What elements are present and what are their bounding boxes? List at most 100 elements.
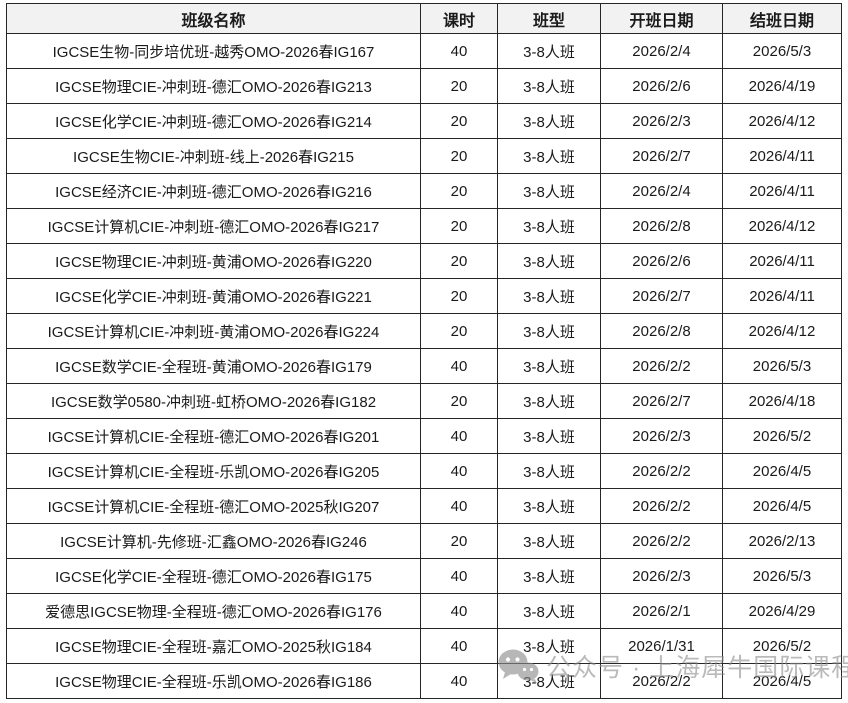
cell-class-type: 3-8人班 [497, 138, 601, 174]
table-body: IGCSE生物-同步培优班-越秀OMO-2026春IG167 40 3-8人班 … [6, 33, 842, 699]
table-row: IGCSE物理CIE-冲刺班-德汇OMO-2026春IG213 20 3-8人班… [6, 68, 842, 104]
cell-hours: 20 [420, 243, 498, 279]
cell-class-name: IGCSE化学CIE-冲刺班-德汇OMO-2026春IG214 [6, 103, 421, 139]
cell-class-type: 3-8人班 [497, 68, 601, 104]
table-row: IGCSE计算机CIE-冲刺班-德汇OMO-2026春IG217 20 3-8人… [6, 208, 842, 244]
table-row: IGCSE数学CIE-全程班-黄浦OMO-2026春IG179 40 3-8人班… [6, 348, 842, 384]
cell-class-type: 3-8人班 [497, 418, 601, 454]
cell-end-date: 2026/4/11 [722, 138, 842, 174]
header-row: 班级名称 课时 班型 开班日期 结班日期 [6, 3, 842, 34]
cell-class-name: IGCSE生物CIE-冲刺班-线上-2026春IG215 [6, 138, 421, 174]
cell-class-name: IGCSE化学CIE-冲刺班-黄浦OMO-2026春IG221 [6, 278, 421, 314]
cell-class-name: IGCSE计算机CIE-全程班-德汇OMO-2025秋IG207 [6, 488, 421, 524]
cell-start-date: 2026/2/7 [600, 278, 723, 314]
table-row: IGCSE计算机CIE-全程班-德汇OMO-2025秋IG207 40 3-8人… [6, 488, 842, 524]
cell-class-name: IGCSE经济CIE-冲刺班-德汇OMO-2026春IG216 [6, 173, 421, 209]
cell-class-name: IGCSE计算机CIE-全程班-德汇OMO-2026春IG201 [6, 418, 421, 454]
cell-start-date: 2026/2/3 [600, 103, 723, 139]
cell-class-name: IGCSE数学CIE-全程班-黄浦OMO-2026春IG179 [6, 348, 421, 384]
cell-start-date: 2026/2/6 [600, 243, 723, 279]
cell-hours: 20 [420, 313, 498, 349]
cell-class-type: 3-8人班 [497, 523, 601, 559]
cell-class-type: 3-8人班 [497, 103, 601, 139]
cell-hours: 20 [420, 138, 498, 174]
cell-start-date: 2026/2/2 [600, 523, 723, 559]
cell-start-date: 2026/2/1 [600, 593, 723, 629]
cell-class-name: IGCSE数学0580-冲刺班-虹桥OMO-2026春IG182 [6, 383, 421, 419]
cell-class-name: IGCSE物理CIE-全程班-嘉汇OMO-2025秋IG184 [6, 628, 421, 664]
cell-end-date: 2026/4/11 [722, 243, 842, 279]
cell-end-date: 2026/4/18 [722, 383, 842, 419]
cell-hours: 20 [420, 68, 498, 104]
cell-hours: 40 [420, 453, 498, 489]
cell-class-name: IGCSE生物-同步培优班-越秀OMO-2026春IG167 [6, 33, 421, 69]
cell-end-date: 2026/4/29 [722, 593, 842, 629]
cell-hours: 20 [420, 103, 498, 139]
cell-hours: 40 [420, 418, 498, 454]
cell-class-name: IGCSE物理CIE-冲刺班-黄浦OMO-2026春IG220 [6, 243, 421, 279]
cell-class-type: 3-8人班 [497, 173, 601, 209]
cell-class-name: IGCSE计算机-先修班-汇鑫OMO-2026春IG246 [6, 523, 421, 559]
cell-class-name: IGCSE计算机CIE-冲刺班-德汇OMO-2026春IG217 [6, 208, 421, 244]
cell-hours: 40 [420, 558, 498, 594]
cell-end-date: 2026/4/5 [722, 453, 842, 489]
cell-hours: 40 [420, 488, 498, 524]
cell-start-date: 2026/2/6 [600, 68, 723, 104]
cell-class-name: IGCSE物理CIE-全程班-乐凯OMO-2026春IG186 [6, 663, 421, 699]
cell-end-date: 2026/4/5 [722, 488, 842, 524]
cell-end-date: 2026/5/3 [722, 33, 842, 69]
cell-hours: 40 [420, 593, 498, 629]
table-row: IGCSE物理CIE-冲刺班-黄浦OMO-2026春IG220 20 3-8人班… [6, 243, 842, 279]
cell-hours: 20 [420, 173, 498, 209]
cell-class-name: IGCSE计算机CIE-全程班-乐凯OMO-2026春IG205 [6, 453, 421, 489]
table-row: IGCSE计算机CIE-冲刺班-黄浦OMO-2026春IG224 20 3-8人… [6, 313, 842, 349]
cell-hours: 20 [420, 383, 498, 419]
table-row: IGCSE生物-同步培优班-越秀OMO-2026春IG167 40 3-8人班 … [6, 33, 842, 69]
cell-class-type: 3-8人班 [497, 663, 601, 699]
col-header-hours: 课时 [420, 3, 498, 34]
table-row: IGCSE化学CIE-冲刺班-黄浦OMO-2026春IG221 20 3-8人班… [6, 278, 842, 314]
col-header-start-date: 开班日期 [600, 3, 723, 34]
cell-end-date: 2026/4/11 [722, 173, 842, 209]
cell-end-date: 2026/4/12 [722, 103, 842, 139]
cell-end-date: 2026/5/3 [722, 558, 842, 594]
cell-class-type: 3-8人班 [497, 348, 601, 384]
cell-class-type: 3-8人班 [497, 33, 601, 69]
cell-end-date: 2026/5/2 [722, 628, 842, 664]
col-header-class-name: 班级名称 [6, 3, 421, 34]
table-row: IGCSE计算机-先修班-汇鑫OMO-2026春IG246 20 3-8人班 2… [6, 523, 842, 559]
cell-class-name: IGCSE物理CIE-冲刺班-德汇OMO-2026春IG213 [6, 68, 421, 104]
table-row: IGCSE计算机CIE-全程班-德汇OMO-2026春IG201 40 3-8人… [6, 418, 842, 454]
table-row: IGCSE数学0580-冲刺班-虹桥OMO-2026春IG182 20 3-8人… [6, 383, 842, 419]
cell-start-date: 2026/2/7 [600, 383, 723, 419]
table-row: IGCSE计算机CIE-全程班-乐凯OMO-2026春IG205 40 3-8人… [6, 453, 842, 489]
cell-end-date: 2026/4/5 [722, 663, 842, 699]
cell-hours: 40 [420, 628, 498, 664]
table-row: IGCSE物理CIE-全程班-嘉汇OMO-2025秋IG184 40 3-8人班… [6, 628, 842, 664]
cell-start-date: 2026/2/2 [600, 348, 723, 384]
cell-end-date: 2026/4/11 [722, 278, 842, 314]
cell-hours: 20 [420, 208, 498, 244]
cell-start-date: 2026/2/8 [600, 208, 723, 244]
col-header-end-date: 结班日期 [722, 3, 842, 34]
cell-start-date: 2026/2/2 [600, 663, 723, 699]
cell-start-date: 2026/2/8 [600, 313, 723, 349]
cell-class-name: IGCSE计算机CIE-冲刺班-黄浦OMO-2026春IG224 [6, 313, 421, 349]
cell-start-date: 2026/2/4 [600, 33, 723, 69]
cell-class-type: 3-8人班 [497, 593, 601, 629]
cell-hours: 20 [420, 523, 498, 559]
cell-hours: 40 [420, 663, 498, 699]
cell-class-type: 3-8人班 [497, 628, 601, 664]
cell-class-type: 3-8人班 [497, 313, 601, 349]
cell-class-type: 3-8人班 [497, 453, 601, 489]
table-row: IGCSE生物CIE-冲刺班-线上-2026春IG215 20 3-8人班 20… [6, 138, 842, 174]
cell-class-type: 3-8人班 [497, 243, 601, 279]
cell-class-type: 3-8人班 [497, 488, 601, 524]
table-row: IGCSE化学CIE-冲刺班-德汇OMO-2026春IG214 20 3-8人班… [6, 103, 842, 139]
cell-start-date: 2026/1/31 [600, 628, 723, 664]
cell-start-date: 2026/2/2 [600, 453, 723, 489]
cell-start-date: 2026/2/7 [600, 138, 723, 174]
table-row: IGCSE化学CIE-全程班-德汇OMO-2026春IG175 40 3-8人班… [6, 558, 842, 594]
cell-class-type: 3-8人班 [497, 383, 601, 419]
